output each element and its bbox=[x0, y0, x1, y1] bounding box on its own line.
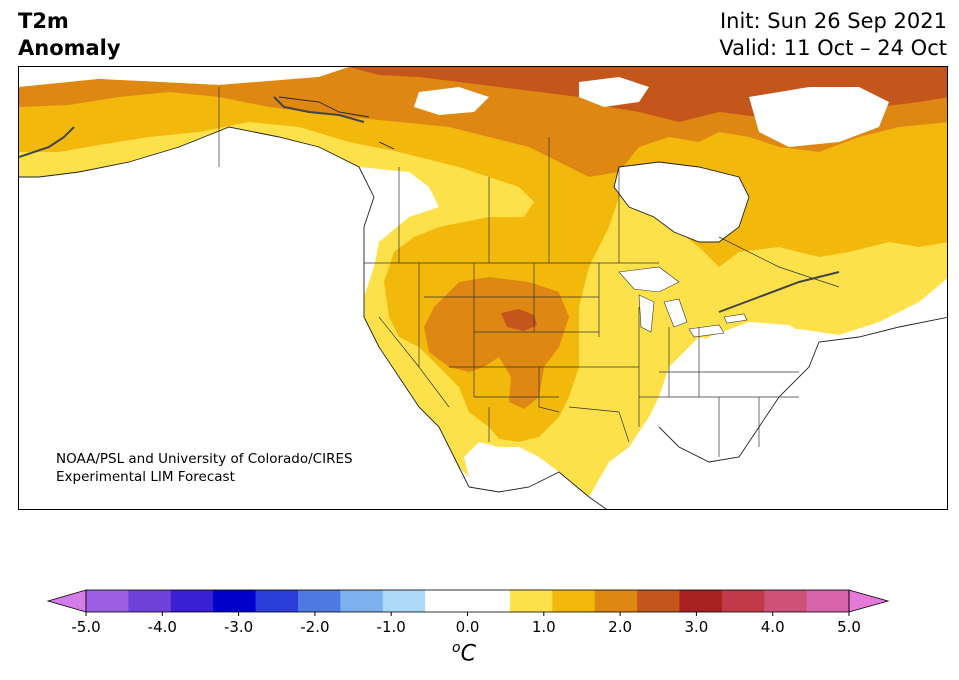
colorbar-cell bbox=[679, 590, 723, 612]
valid-range: Valid: 11 Oct – 24 Oct bbox=[719, 36, 947, 60]
colorbar-tick-label: 4.0 bbox=[761, 618, 785, 636]
great-lakes bbox=[618, 266, 748, 338]
forecast-dates: Init: Sun 26 Sep 2021 Valid: 11 Oct – 24… bbox=[719, 8, 947, 62]
anomaly-region-yellow bbox=[19, 67, 947, 442]
anomaly-region-orange-central bbox=[424, 277, 569, 409]
colorbar-tick-label: 3.0 bbox=[684, 618, 708, 636]
colorbar-cell bbox=[764, 590, 808, 612]
arctic-islands-gap-3 bbox=[414, 87, 489, 115]
map-svg bbox=[19, 67, 947, 509]
colorbar-tick-label: -2.0 bbox=[300, 618, 329, 636]
colorbar-tick-label: 0.0 bbox=[456, 618, 480, 636]
anomaly-region-dark-orange-core bbox=[501, 309, 537, 331]
coastlines bbox=[19, 96, 947, 509]
colorbar-tick-label: -5.0 bbox=[71, 618, 100, 636]
init-date: Init: Sun 26 Sep 2021 bbox=[719, 9, 947, 33]
colorbar-cell bbox=[213, 590, 257, 612]
colorbar-cell bbox=[721, 590, 765, 612]
colorbar-cell bbox=[128, 590, 172, 612]
colorbar-tick-label: 2.0 bbox=[608, 618, 632, 636]
arctic-islands-gap-2 bbox=[579, 77, 649, 107]
colorbar-cell bbox=[86, 590, 129, 612]
title-variable: T2m bbox=[18, 9, 69, 33]
credit-line-2: Experimental LIM Forecast bbox=[56, 469, 235, 485]
colorbar-ticks: -5.0 -4.0 -3.0 -2.0 -1.0 0.0 1.0 2.0 3.0 4.0 5.0 bbox=[71, 612, 861, 636]
colorbar-tick-label: 1.0 bbox=[532, 618, 556, 636]
colorbar-cell bbox=[340, 590, 384, 612]
title-subtitle: Anomaly bbox=[18, 36, 121, 60]
political-boundaries bbox=[218, 87, 840, 457]
colorbar-tick-label: -1.0 bbox=[377, 618, 406, 636]
colorbar-cell bbox=[467, 590, 511, 612]
colorbar-cell bbox=[552, 590, 596, 612]
unit-degree: o bbox=[452, 640, 461, 656]
credit-text: NOAA/PSL and University of Colorado/CIRE… bbox=[56, 450, 353, 486]
colorbar-cell bbox=[637, 590, 680, 612]
colorbar-cell bbox=[594, 590, 638, 612]
colorbar-cell bbox=[170, 590, 214, 612]
colorbar-tick-label: 5.0 bbox=[837, 618, 861, 636]
colorbar-arrow-low bbox=[46, 589, 87, 613]
arctic-islands-gap-1 bbox=[749, 87, 889, 147]
colorbar-cell bbox=[425, 590, 468, 612]
unit-celsius: C bbox=[460, 641, 476, 667]
atlantic-ocean bbox=[610, 317, 947, 509]
colorbar-cell bbox=[255, 590, 299, 612]
colorbar-unit: oC bbox=[452, 640, 476, 666]
colorbar-tick-label: -4.0 bbox=[148, 618, 177, 636]
colorbar-swatches bbox=[46, 589, 890, 613]
colorbar-cell bbox=[297, 590, 341, 612]
colorbar-cell bbox=[509, 590, 553, 612]
colorbar-arrow-high bbox=[848, 589, 890, 613]
colorbar-cell bbox=[806, 590, 850, 612]
rivers bbox=[19, 96, 840, 313]
map-title: T2m Anomaly bbox=[18, 8, 121, 62]
colorbar: -5.0 -4.0 -3.0 -2.0 -1.0 0.0 1.0 2.0 3.0 4.0 5.0 bbox=[46, 589, 890, 636]
gulf-of-mexico bbox=[490, 472, 607, 509]
anomaly-map: NOAA/PSL and University of Colorado/CIRE… bbox=[18, 66, 948, 510]
credit-line-1: NOAA/PSL and University of Colorado/CIRE… bbox=[56, 451, 353, 467]
hudson-bay bbox=[614, 162, 749, 242]
colorbar-cell bbox=[382, 590, 426, 612]
colorbar-tick-label: -3.0 bbox=[224, 618, 253, 636]
pacific-ocean bbox=[19, 127, 469, 509]
